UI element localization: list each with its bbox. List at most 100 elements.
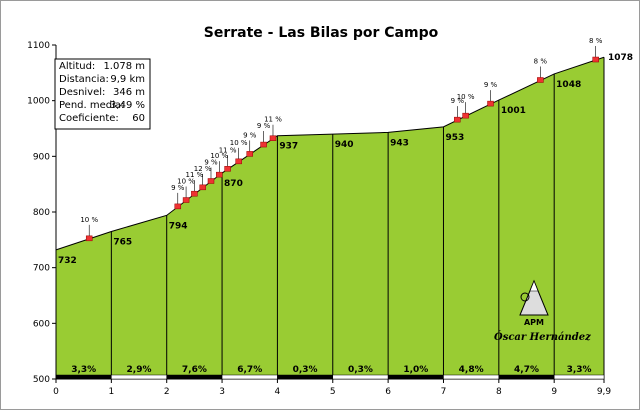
info-label-pendiente: Pend. media: <box>59 100 124 111</box>
steep-marker <box>487 100 494 107</box>
steep-marker <box>199 184 206 191</box>
elevation-label: 1001 <box>501 106 526 116</box>
steep-gradient-label: 10 % <box>230 139 248 147</box>
segment-band <box>221 374 278 380</box>
elevation-label: 732 <box>58 256 77 266</box>
elevation-label: 765 <box>113 237 132 247</box>
segment-gradient-label: 6,7% <box>237 365 262 375</box>
info-label-desnivel: Desnivel: <box>59 87 105 98</box>
segment-gradient-label: 1,0% <box>403 365 428 375</box>
steep-marker <box>260 141 267 148</box>
y-tick-label: 800 <box>33 208 50 218</box>
x-tick-label: 9 <box>551 387 557 397</box>
cyclist-icon <box>520 292 530 302</box>
steep-marker <box>246 151 253 157</box>
info-value-desnivel: 346 m <box>113 87 145 98</box>
x-tick-label: 7 <box>441 387 447 397</box>
elevation-label: 953 <box>445 133 464 143</box>
steep-gradient-label: 8 % <box>589 37 603 45</box>
steep-gradient-label: 9 % <box>204 158 218 166</box>
profile-area <box>56 57 604 379</box>
steep-gradient-label: 9 % <box>484 81 498 89</box>
segment-gradient-label: 4,7% <box>514 365 539 375</box>
steep-gradient-label: 9 % <box>243 131 257 139</box>
logo-text: APM <box>524 318 544 327</box>
x-tick-label: 8 <box>496 387 502 397</box>
x-tick-label: 2 <box>164 387 170 397</box>
x-tick-label: 4 <box>275 387 281 397</box>
segment-band <box>443 374 500 380</box>
elevation-label: 937 <box>279 142 298 152</box>
steep-marker <box>462 112 469 119</box>
segment-gradient-label: 0,3% <box>348 365 373 375</box>
steep-gradient-label: 10 % <box>177 178 195 186</box>
segment-gradient-label: 7,6% <box>182 365 207 375</box>
segment-gradient-label: 3,3% <box>567 365 592 375</box>
info-value-coeficiente: 60 <box>132 113 145 124</box>
steep-gradient-label: 12 % <box>194 165 212 173</box>
steep-gradient-label: 11 % <box>264 116 282 124</box>
segment-gradient-label: 4,8% <box>459 365 484 375</box>
x-tick-label: 9,9 <box>597 387 612 397</box>
x-tick-label: 6 <box>385 387 391 397</box>
y-tick-label: 1100 <box>27 41 50 51</box>
segment-band <box>166 374 223 380</box>
segment-gradient-label: 2,9% <box>127 365 152 375</box>
steep-marker <box>235 158 242 165</box>
author-signature: Óscar Hernández <box>494 331 591 343</box>
steep-gradient-label: 9 % <box>171 184 185 192</box>
steep-gradient-label: 10 % <box>457 93 475 101</box>
info-label-altitud: Altitud: <box>59 61 95 72</box>
steep-gradient-label: 10 % <box>210 152 228 160</box>
steep-marker <box>224 166 231 172</box>
steep-marker <box>454 116 461 123</box>
steep-gradient-label: 10 % <box>80 216 98 224</box>
info-box: Altitud: 1.078 m Distancia: 9,9 km Desni… <box>54 58 151 130</box>
elevation-label: 1048 <box>556 80 581 90</box>
info-label-distancia: Distancia: <box>59 74 109 85</box>
steep-marker <box>174 203 182 210</box>
elevation-label: 1078 <box>608 53 633 63</box>
segment-band <box>332 374 389 380</box>
segment-band <box>387 374 444 380</box>
info-value-altitud: 1.078 m <box>103 61 145 72</box>
steep-gradient-label: 8 % <box>534 57 548 65</box>
segment-gradient-label: 3,3% <box>71 365 96 375</box>
steep-gradient-label: 9 % <box>257 122 271 130</box>
steep-marker <box>207 178 215 184</box>
steep-marker <box>191 190 198 197</box>
y-tick-label: 1000 <box>27 97 50 107</box>
x-tick-label: 3 <box>219 387 225 397</box>
y-tick-label: 600 <box>33 319 50 329</box>
steep-marker <box>216 171 223 178</box>
segment-band <box>111 374 167 380</box>
x-tick-label: 5 <box>330 387 336 397</box>
snow-cap-icon <box>529 280 539 292</box>
steep-marker <box>537 77 544 83</box>
steep-gradient-label: 11 % <box>219 146 237 154</box>
y-tick-label: 500 <box>33 375 50 385</box>
steep-gradient-label: 9 % <box>451 97 465 105</box>
segment-band <box>553 374 605 380</box>
steep-marker <box>592 56 599 63</box>
mountain-icon <box>519 279 549 316</box>
apm-logo: APM <box>519 279 549 327</box>
segment-band <box>277 374 334 380</box>
elevation-label: 870 <box>224 179 243 189</box>
x-tick-label: 0 <box>53 387 59 397</box>
profile-line <box>55 56 605 251</box>
elevation-label: 940 <box>335 140 354 150</box>
steep-marker <box>182 197 190 203</box>
x-tick-label: 1 <box>108 387 114 397</box>
segment-gradient-label: 0,3% <box>293 365 318 375</box>
info-label-coeficiente: Coeficiente: <box>59 113 119 124</box>
y-tick-label: 900 <box>33 152 50 162</box>
info-value-pendiente: 3,49 % <box>110 100 145 111</box>
segment-band <box>55 374 112 380</box>
y-tick-label: 700 <box>33 264 50 274</box>
steep-marker <box>269 135 277 141</box>
steep-marker <box>85 235 93 242</box>
steep-gradient-label: 11 % <box>185 171 203 179</box>
